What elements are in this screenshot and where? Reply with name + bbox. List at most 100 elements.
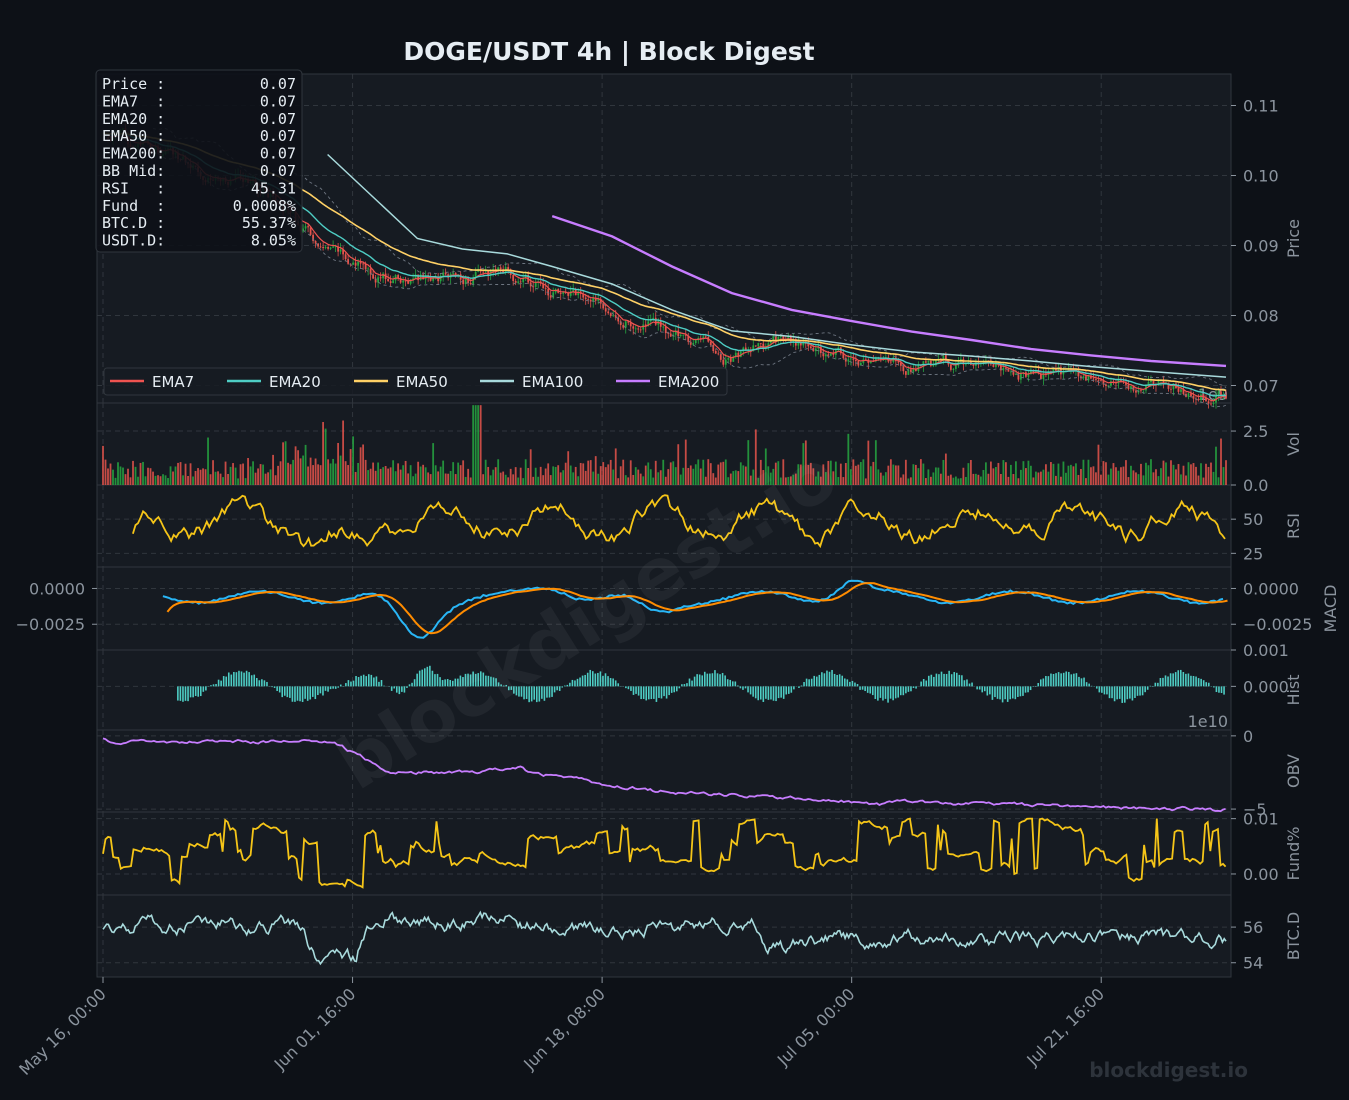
volume-bar xyxy=(965,477,967,485)
volume-bar xyxy=(690,465,692,485)
volume-bar xyxy=(1003,460,1005,485)
macd-histogram-bar xyxy=(966,679,968,686)
macd-histogram-bar xyxy=(1096,686,1098,688)
volume-bar xyxy=(680,475,682,485)
volume-bar xyxy=(625,475,627,485)
volume-bar xyxy=(875,440,877,485)
macd-histogram-bar xyxy=(195,686,197,696)
candle-body xyxy=(507,267,509,269)
volume-bar xyxy=(1008,477,1010,485)
volume-bar xyxy=(1023,461,1025,485)
volume-bar xyxy=(362,444,364,485)
macd-histogram-bar xyxy=(1190,676,1192,687)
volume-bar xyxy=(577,476,579,485)
volume-bar xyxy=(270,469,272,485)
macd-histogram-bar xyxy=(1060,673,1062,686)
volume-bar xyxy=(1088,460,1090,485)
volume-bar xyxy=(565,463,567,485)
macd-histogram-bar xyxy=(1180,670,1182,686)
volume-bar xyxy=(1150,459,1152,485)
ylabel-fund: Fund% xyxy=(1284,827,1303,881)
macd-histogram-bar xyxy=(1088,684,1090,687)
volume-bar xyxy=(1158,476,1160,485)
volume-bar xyxy=(1095,472,1097,485)
volume-bar xyxy=(980,477,982,485)
volume-bar xyxy=(140,463,142,485)
volume-bar xyxy=(185,464,187,485)
macd-histogram-bar xyxy=(653,686,655,699)
ytick-label-rsi: 25 xyxy=(1243,544,1263,563)
macd-histogram-bar xyxy=(948,671,950,687)
candle-body xyxy=(1178,388,1180,392)
macd-histogram-bar xyxy=(617,683,619,686)
candle-body xyxy=(1140,390,1142,391)
info-label: BB Mid: xyxy=(102,162,165,180)
macd-histogram-bar xyxy=(1177,670,1179,686)
volume-bar xyxy=(235,468,237,485)
macd-histogram-bar xyxy=(976,686,978,689)
macd-histogram-bar xyxy=(755,686,757,698)
macd-histogram-bar xyxy=(241,671,243,686)
volume-bar xyxy=(297,450,299,485)
macd-histogram-bar xyxy=(1020,686,1022,696)
macd-histogram-bar xyxy=(243,673,245,687)
volume-bar xyxy=(300,458,302,485)
macd-histogram-bar xyxy=(1045,676,1047,686)
macd-histogram-bar xyxy=(635,686,637,694)
volume-bar xyxy=(1135,472,1137,485)
macd-histogram-bar xyxy=(959,675,961,686)
macd-histogram-bar xyxy=(1078,677,1080,686)
candle-body xyxy=(710,342,712,345)
volume-bar xyxy=(450,471,452,485)
volume-bar xyxy=(872,462,874,485)
volume-bar xyxy=(592,472,594,485)
volume-bar xyxy=(1180,474,1182,485)
macd-histogram-bar xyxy=(997,686,999,698)
candle-body xyxy=(637,328,639,329)
candle-body xyxy=(585,298,587,300)
macd-histogram-bar xyxy=(630,686,632,691)
macd-histogram-bar xyxy=(297,686,299,700)
volume-bar xyxy=(280,461,282,485)
candle-body xyxy=(1170,389,1172,390)
macd-histogram-bar xyxy=(1183,672,1185,686)
volume-bar xyxy=(975,474,977,485)
macd-histogram-bar xyxy=(320,686,322,693)
volume-bar xyxy=(150,468,152,485)
volume-bar xyxy=(460,465,462,485)
macd-histogram-bar xyxy=(1188,673,1190,686)
volume-bar xyxy=(982,470,984,485)
volume-bar xyxy=(110,464,112,485)
macd-histogram-bar xyxy=(223,676,225,686)
candle-body xyxy=(635,328,637,329)
candle-body xyxy=(850,358,852,359)
volume-bar xyxy=(845,463,847,485)
macd-histogram-bar xyxy=(1068,672,1070,686)
macd-histogram-bar xyxy=(1007,686,1009,702)
macd-histogram-bar xyxy=(757,686,759,700)
volume-bar xyxy=(1120,467,1122,485)
macd-histogram-bar xyxy=(302,686,304,702)
volume-bar xyxy=(160,476,162,485)
macd-histogram-bar xyxy=(890,686,892,698)
volume-bar xyxy=(217,471,219,485)
volume-bar xyxy=(1118,471,1120,485)
volume-bar xyxy=(112,470,114,485)
ylabel-macd: MACD xyxy=(1321,585,1340,633)
macd-histogram-bar xyxy=(1037,683,1039,686)
macd-histogram-bar xyxy=(1218,686,1220,692)
volume-bar xyxy=(250,466,252,485)
volume-bar xyxy=(880,473,882,485)
volume-bar xyxy=(642,476,644,485)
volume-bar xyxy=(1035,472,1037,485)
volume-bar xyxy=(1143,475,1145,485)
volume-bar xyxy=(102,446,104,485)
macd-histogram-bar xyxy=(248,672,250,686)
macd-histogram-bar xyxy=(707,674,709,687)
volume-bar xyxy=(912,464,914,485)
info-value: 0.07 xyxy=(260,75,296,93)
macd-histogram-bar xyxy=(192,686,194,697)
candle-body xyxy=(1188,393,1190,396)
volume-bar xyxy=(967,463,969,485)
legend-label-ema7: EMA7 xyxy=(152,373,194,391)
